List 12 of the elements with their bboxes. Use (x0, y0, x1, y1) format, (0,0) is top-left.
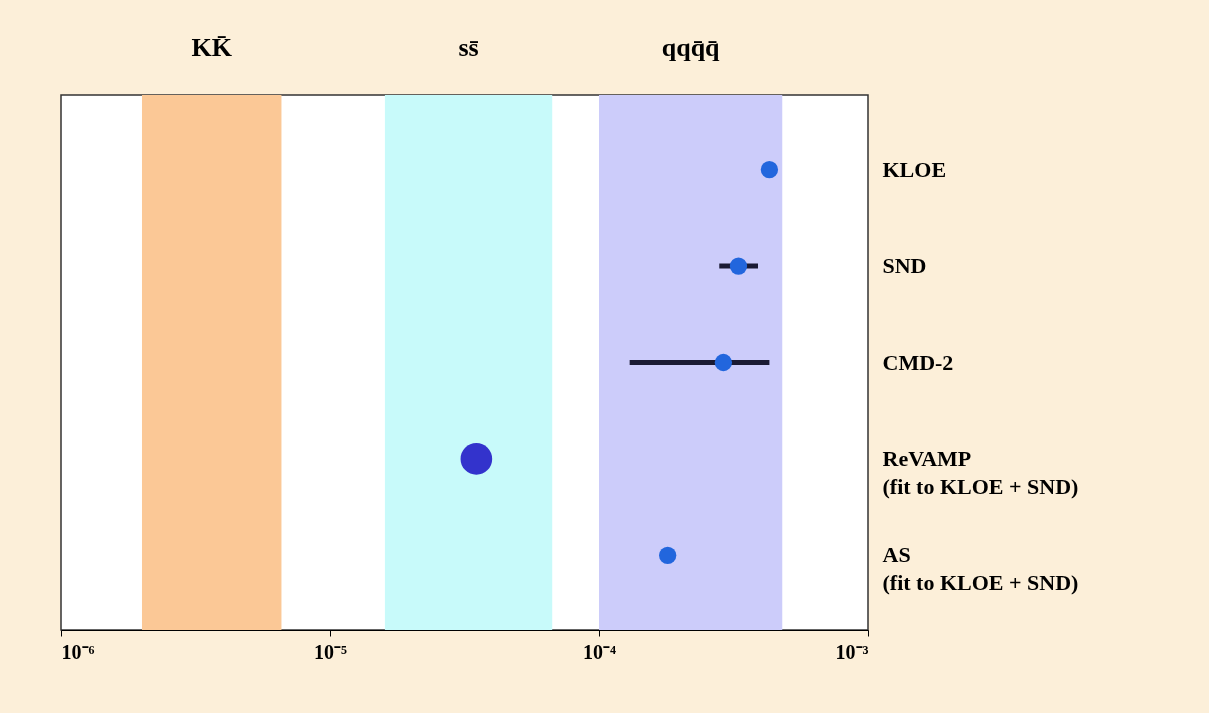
y-tick-label: CMD-2 (882, 349, 954, 375)
x-tick-label: 10⁻⁴ (583, 640, 616, 663)
band-label: qqq̄q̄ (661, 33, 721, 62)
band-label: ss̄ (458, 33, 479, 62)
y-tick-label: SND (882, 253, 927, 279)
y-tick-label: KLOE (882, 156, 947, 182)
y-tick-label: ReVAMP (fit to KLOE + SND) (882, 445, 1079, 499)
y-tick-label: AS (fit to KLOE + SND) (882, 542, 1079, 596)
band-label: KK̄ (191, 33, 233, 62)
x-tick-label: 10⁻⁶ (61, 640, 95, 663)
x-tick-label: 10⁻³ (835, 640, 869, 663)
x-tick-label: 10⁻⁵ (314, 640, 347, 663)
